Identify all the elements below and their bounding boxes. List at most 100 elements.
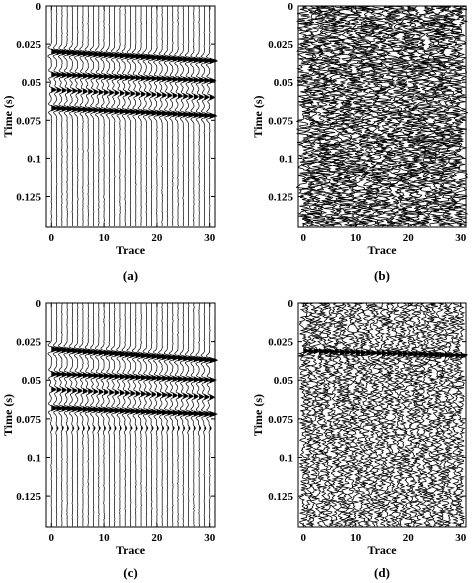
event-fill-2-trace-21 xyxy=(162,91,167,99)
trace-18 xyxy=(141,6,155,226)
event-fill-2-trace-28 xyxy=(199,393,204,400)
event-fill-0-trace-3 xyxy=(319,348,326,355)
y-axis-label: Time (s) xyxy=(1,394,15,436)
event-fill-0-trace-28 xyxy=(199,356,207,363)
trace-22 xyxy=(411,302,427,527)
event-fill-4-trace-22 xyxy=(167,424,169,432)
event-fill-1-trace-4 xyxy=(72,72,79,79)
event-fill-4-trace-30 xyxy=(209,424,212,432)
trace-26 xyxy=(184,6,197,227)
event-fill-2-trace-29 xyxy=(204,393,209,401)
event-fill-2-trace-19 xyxy=(151,391,157,398)
trace-28 xyxy=(442,5,458,227)
event-fill-0-trace-4 xyxy=(72,347,80,354)
trace-26 xyxy=(184,302,197,527)
panel-caption: (a) xyxy=(123,268,138,283)
trace-2 xyxy=(305,5,322,227)
trace-8 xyxy=(337,5,353,227)
trace-14 xyxy=(121,303,134,527)
event-fill-0-trace-10 xyxy=(355,349,363,356)
trace-3 xyxy=(63,6,75,226)
trace-21 xyxy=(158,5,170,227)
event-fill-2-trace-6 xyxy=(82,88,88,95)
event-fill-2-trace-18 xyxy=(146,390,151,398)
event-fill-4-trace-26 xyxy=(188,424,191,432)
x-tick-label: 10 xyxy=(350,232,362,244)
event-fill-2-trace-25 xyxy=(183,92,188,100)
event-fill-3-trace-16 xyxy=(135,108,143,116)
trace-8 xyxy=(89,302,102,527)
event-fill-1-trace-20 xyxy=(156,374,163,382)
event-fill-3-trace-11 xyxy=(109,107,117,115)
trace-6 xyxy=(79,6,92,226)
trace-20 xyxy=(153,5,166,226)
trace-3 xyxy=(63,303,76,527)
event-fill-3-trace-4 xyxy=(72,105,80,113)
event-fill-3-trace-4 xyxy=(72,405,80,413)
trace-24 xyxy=(423,302,439,527)
event-fill-1-trace-7 xyxy=(88,372,95,379)
panel-d: 0 0.025 0.05 0.075 0.1 0.125 0 10 20 30 Trace Time … xyxy=(251,298,468,580)
trace-8 xyxy=(339,302,355,527)
trace-12 xyxy=(360,302,375,527)
event-fill-3-trace-24 xyxy=(178,111,185,118)
trace-30 xyxy=(205,303,219,527)
event-fill-3-trace-20 xyxy=(156,408,164,416)
event-fill-0-trace-3 xyxy=(67,49,75,56)
event-fill-2-trace-28 xyxy=(199,93,204,101)
y-tick-label: 0.125 xyxy=(268,192,293,204)
event-fill-1-trace-27 xyxy=(193,376,200,383)
event-fill-2-trace-1 xyxy=(56,386,61,393)
trace-10 xyxy=(100,303,112,527)
trace-2 xyxy=(58,302,71,527)
trace-28 xyxy=(443,302,458,527)
event-fill-2-trace-14 xyxy=(125,90,130,97)
event-fill-3-trace-26 xyxy=(188,111,196,118)
event-fill-3-trace-12 xyxy=(114,107,122,115)
event-fill-0-trace-3 xyxy=(67,347,75,354)
event-fill-0-trace-17 xyxy=(392,350,400,357)
event-fill-2-trace-18 xyxy=(146,91,151,98)
event-fill-0-trace-6 xyxy=(82,50,91,57)
event-fill-0-trace-27 xyxy=(193,355,202,363)
trace-7 xyxy=(84,302,96,527)
event-fill-0-trace-14 xyxy=(125,52,133,60)
event-fill-0-trace-13 xyxy=(119,52,128,59)
event-fill-3-trace-17 xyxy=(141,408,148,415)
event-fill-0-trace-16 xyxy=(135,53,144,60)
event-fill-2-trace-0 xyxy=(51,86,56,94)
event-fill-2-trace-30 xyxy=(209,394,215,401)
event-fill-4-trace-11 xyxy=(109,424,111,432)
event-fill-1-trace-14 xyxy=(125,74,132,81)
x-tick-label: 10 xyxy=(99,232,111,244)
event-fill-0-trace-28 xyxy=(450,352,457,359)
event-fill-0-trace-29 xyxy=(455,352,463,359)
trace-16 xyxy=(131,5,145,226)
trace-17 xyxy=(137,303,150,527)
axes-frame xyxy=(297,302,467,528)
event-fill-0-trace-11 xyxy=(361,349,368,356)
y-tick-label: 0.025 xyxy=(268,337,293,349)
event-fill-2-trace-1 xyxy=(56,86,61,94)
event-fill-1-trace-2 xyxy=(61,71,68,79)
event-fill-2-trace-16 xyxy=(135,90,141,98)
y-tick-label: 0.1 xyxy=(27,452,41,464)
event-fill-4-trace-20 xyxy=(156,424,159,432)
event-fill-0-trace-11 xyxy=(109,51,117,59)
event-fill-1-trace-0 xyxy=(51,71,58,78)
event-fill-0-trace-21 xyxy=(413,350,421,358)
event-fill-1-trace-29 xyxy=(204,77,211,84)
event-fill-0-trace-8 xyxy=(93,50,101,58)
event-fill-2-trace-12 xyxy=(114,389,120,396)
event-fill-3-trace-27 xyxy=(193,111,201,119)
event-fill-2-trace-12 xyxy=(114,89,120,97)
event-fill-0-trace-12 xyxy=(114,52,123,59)
event-fill-4-trace-18 xyxy=(146,424,148,432)
event-fill-2-trace-29 xyxy=(204,93,209,101)
event-fill-3-trace-19 xyxy=(151,408,159,416)
event-fill-0-trace-5 xyxy=(329,348,337,355)
event-fill-0-trace-20 xyxy=(408,350,415,358)
event-fill-1-trace-22 xyxy=(167,75,174,83)
trace-4 xyxy=(316,302,332,527)
event-fill-0-trace-5 xyxy=(77,50,86,57)
